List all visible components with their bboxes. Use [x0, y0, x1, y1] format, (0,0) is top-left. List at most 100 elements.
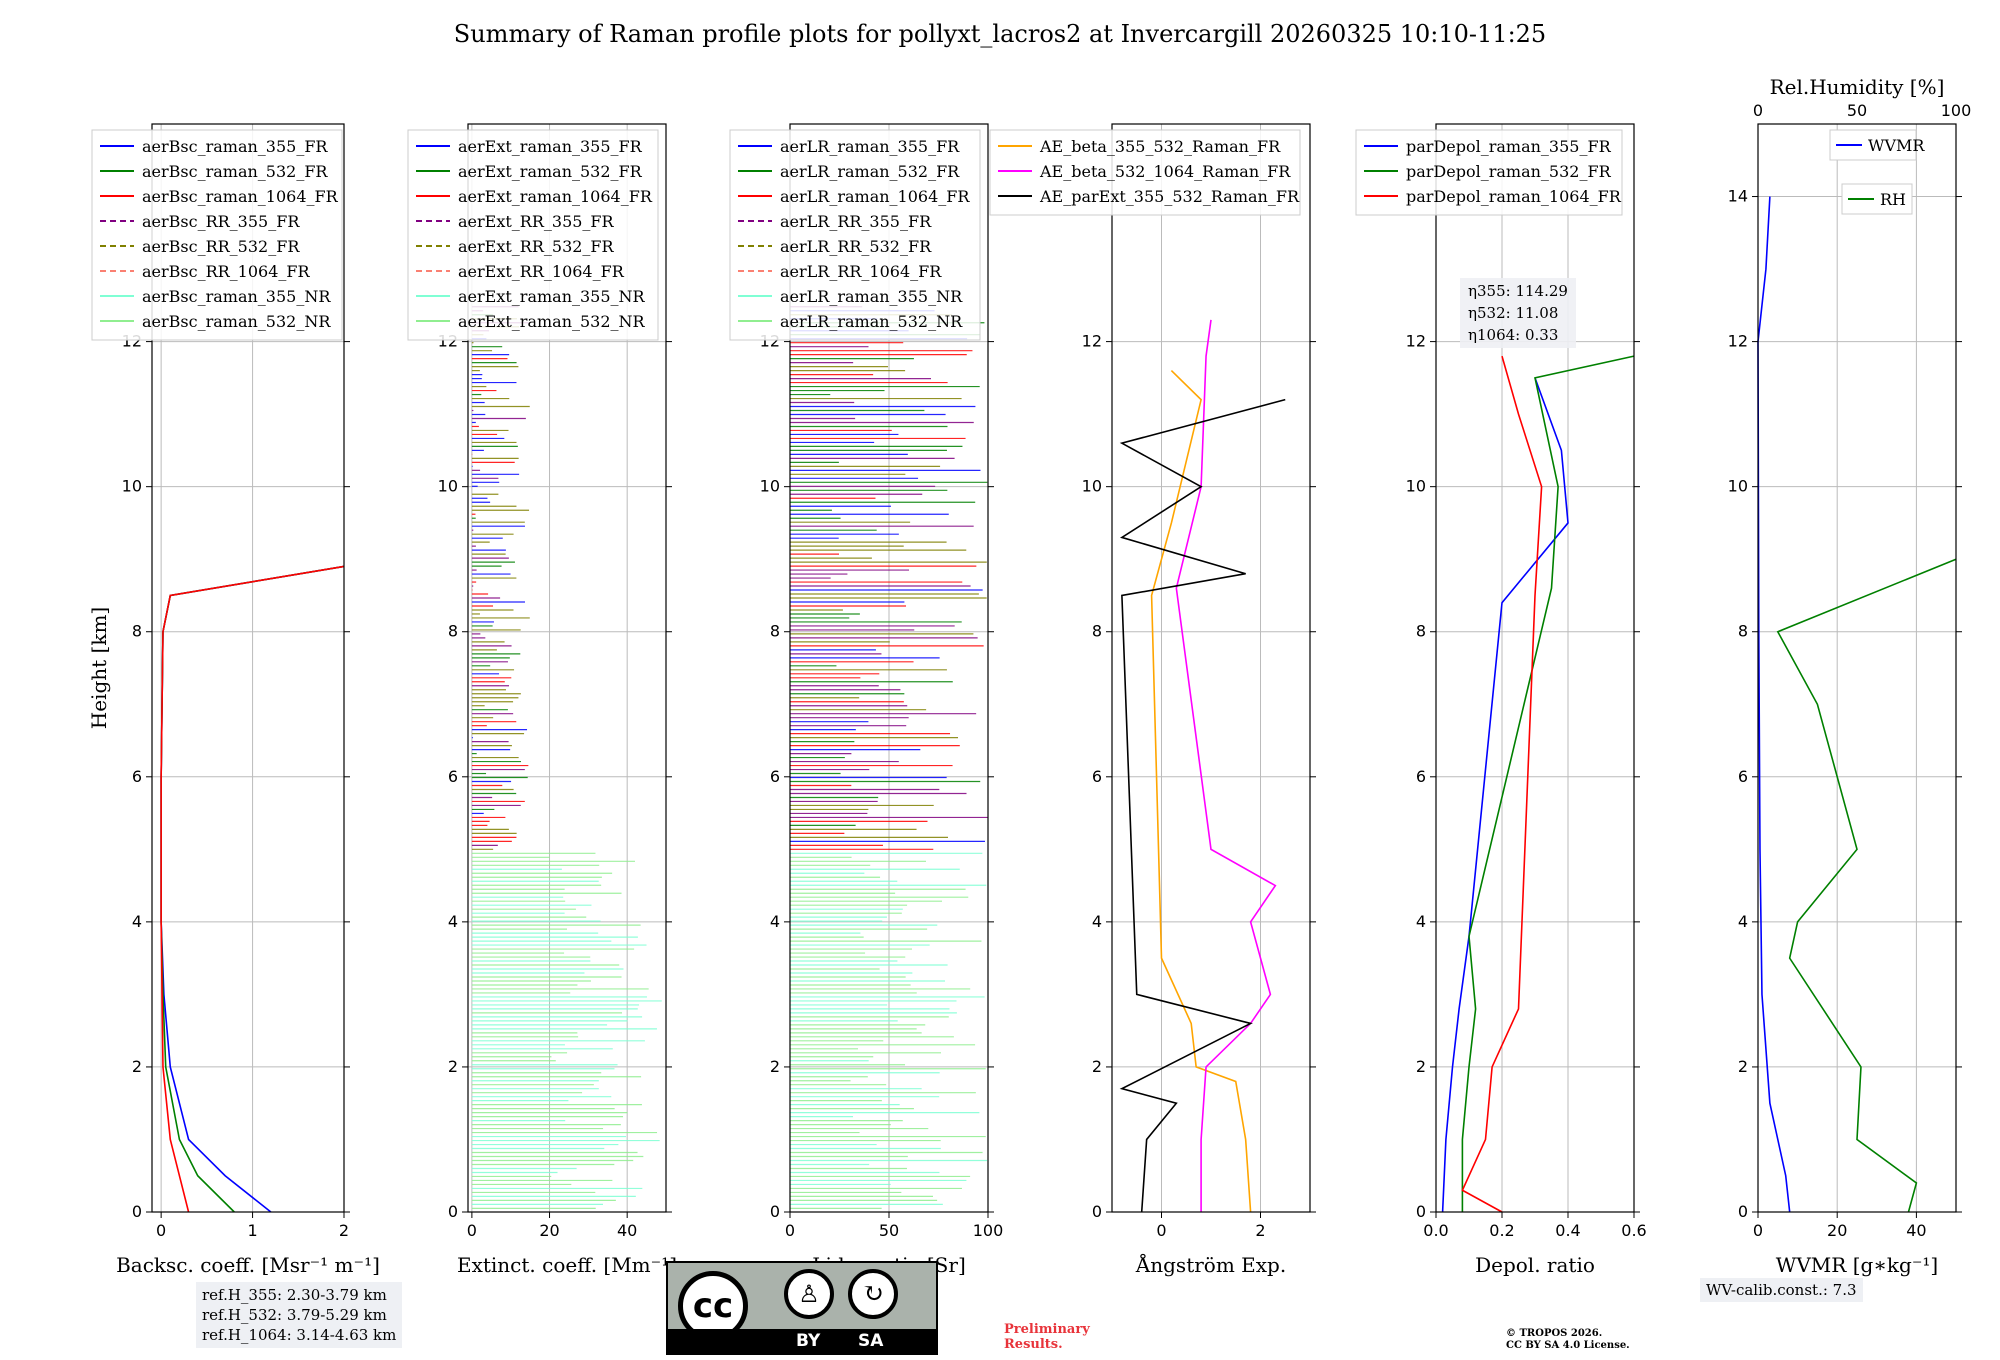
legend-label: aerBsc_RR_532_FR	[142, 237, 300, 256]
legend-label: aerLR_RR_355_FR	[780, 212, 932, 231]
ref-h-1064: ref.H_1064: 3.14-4.63 km	[202, 1326, 397, 1344]
series-aerBsc_raman_1064_FR	[160, 565, 345, 1213]
y-tick-label: 10	[1082, 477, 1102, 496]
x-tick-label: 100	[973, 1221, 1004, 1240]
preliminary-line1: Preliminary	[1004, 1322, 1090, 1337]
y-tick-label: 4	[1092, 912, 1102, 931]
y-tick-label: 2	[448, 1057, 458, 1076]
x-tick-label: 0.6	[1621, 1221, 1646, 1240]
legend-label: aerLR_raman_355_NR	[780, 287, 963, 306]
eta-label: η1064: 0.33	[1468, 326, 1558, 344]
x-axis-label: Depol. ratio	[1475, 1253, 1595, 1277]
legend-label: aerExt_raman_355_NR	[458, 287, 646, 306]
y-tick-label: 6	[1416, 767, 1426, 786]
series-RH	[1776, 558, 1957, 1213]
x-tick-label: 20	[1827, 1221, 1847, 1240]
legend-label: aerLR_raman_355_FR	[780, 137, 960, 156]
y-tick-label: 2	[1738, 1057, 1748, 1076]
cc-license-badge: cc ♙ ↻ BY SA	[666, 1261, 938, 1355]
y-tick-label: 12	[1082, 332, 1102, 351]
legend-label: aerExt_RR_532_FR	[458, 237, 615, 256]
y-tick-label: 0	[448, 1202, 458, 1221]
y-tick-label: 2	[132, 1057, 142, 1076]
y-tick-label: 4	[1738, 912, 1748, 931]
legend-label: aerLR_raman_532_FR	[780, 162, 960, 181]
y-tick-label: 0	[1416, 1202, 1426, 1221]
legend-label: parDepol_raman_1064_FR	[1406, 187, 1622, 206]
axes-frame	[1111, 123, 1311, 1213]
legend-label: aerBsc_raman_532_NR	[142, 312, 331, 331]
ref-h-532: ref.H_532: 3.79-5.29 km	[202, 1306, 387, 1324]
y-tick-label: 10	[1406, 477, 1426, 496]
y-tick-label: 14	[1728, 187, 1748, 206]
legend-label: aerExt_raman_355_FR	[458, 137, 643, 156]
reference-height-box: ref.H_355: 2.30-3.79 km ref.H_532: 3.79-…	[196, 1282, 403, 1348]
copyright-line2: CC BY SA 4.0 License.	[1506, 1340, 1630, 1351]
legend-label: parDepol_raman_532_FR	[1406, 162, 1612, 181]
x-tick-label: 0	[156, 1221, 166, 1240]
y-axis-label: Height [km]	[87, 607, 111, 729]
y-tick-label: 10	[1728, 477, 1748, 496]
y-tick-label: 6	[132, 767, 142, 786]
x-tick-label: 0.0	[1423, 1221, 1448, 1240]
y-tick-label: 8	[770, 622, 780, 641]
legend-label: aerBsc_RR_1064_FR	[142, 262, 311, 281]
legend-label: aerBsc_raman_532_FR	[142, 162, 328, 181]
y-tick-label: 10	[122, 477, 142, 496]
y-tick-label: 6	[1092, 767, 1102, 786]
y-tick-label: 2	[1092, 1057, 1102, 1076]
legend-label: AE_beta_355_532_Raman_FR	[1039, 137, 1281, 156]
x-tick-label: 2	[1255, 1221, 1265, 1240]
wv-calib-box: WV-calib.const.: 7.3	[1700, 1278, 1863, 1302]
y-tick-label: 10	[438, 477, 458, 496]
panel-6: 0 20 40 0 2 4 6 8 10 12 14 WVMR [g∗kg⁻¹] Rel.Humidit…	[1728, 75, 1972, 1277]
y-tick-label: 8	[1092, 622, 1102, 641]
x-tick-label: 1	[247, 1221, 257, 1240]
x-tick-label: 20	[539, 1221, 559, 1240]
legend-label: AE_parExt_355_532_Raman_FR	[1039, 187, 1300, 206]
legend-label: AE_beta_532_1064_Raman_FR	[1039, 162, 1291, 181]
panel-4: 0 2 0 2 4 6 8 10 12 Ångström Exp. AE_beta_355_532_…	[989, 123, 1316, 1277]
panel-3: 050100024681012Lidar ratio [Sr]aerLR_ram…	[729, 123, 1004, 1277]
figure-title: Summary of Raman profile plots for polly…	[453, 20, 1547, 48]
series-parDepol_raman_532_FR	[1461, 355, 1635, 1212]
y-tick-label: 12	[1406, 332, 1426, 351]
x-tick-label: 0.2	[1489, 1221, 1514, 1240]
x-tick-label: 0	[1753, 1221, 1763, 1240]
legend-box	[1355, 129, 1623, 216]
legend-box	[729, 129, 981, 341]
eta-label: η532: 11.08	[1468, 304, 1558, 322]
copyright-note: © TROPOS 2026. CC BY SA 4.0 License.	[1506, 1328, 1630, 1352]
series-parDepol_raman_355_FR	[1441, 377, 1569, 1213]
preliminary-note: Preliminary Results.	[1004, 1322, 1090, 1352]
x-tick-label: 40	[617, 1221, 637, 1240]
x-tick-label: 0.4	[1555, 1221, 1580, 1240]
x-tick-label: 0	[1156, 1221, 1166, 1240]
x-axis-label: Ångström Exp.	[1135, 1252, 1286, 1277]
panel-5: 0.0 0.2 0.4 0.6 0 2 4 6 8 10 12 Depol. ratio parDepo…	[1355, 123, 1647, 1277]
legend-label: aerBsc_raman_355_FR	[142, 137, 328, 156]
y-tick-label: 6	[770, 767, 780, 786]
eta-box	[1460, 278, 1576, 348]
legend-label: WVMR	[1868, 136, 1925, 155]
x-tick-label: 50	[879, 1221, 899, 1240]
copyright-line1: © TROPOS 2026.	[1506, 1328, 1603, 1339]
legend-label: parDepol_raman_355_FR	[1406, 137, 1612, 156]
y-tick-label: 6	[1738, 767, 1748, 786]
y-tick-label: 0	[1738, 1202, 1748, 1221]
legend-label: RH	[1880, 190, 1906, 209]
y-tick-label: 2	[1416, 1057, 1426, 1076]
y-tick-label: 8	[132, 622, 142, 641]
license-bar	[668, 1329, 936, 1353]
y-tick-label: 2	[770, 1057, 780, 1076]
y-tick-label: 0	[770, 1202, 780, 1221]
x-axis-label: Extinct. coeff. [Mm⁻¹]	[457, 1253, 677, 1277]
y-tick-label: 4	[132, 912, 142, 931]
legend-label: aerBsc_RR_355_FR	[142, 212, 300, 231]
x2-tick-label: 50	[1847, 101, 1867, 120]
x-axis-label: WVMR [g∗kg⁻¹]	[1776, 1253, 1938, 1277]
legend-box	[407, 129, 659, 341]
